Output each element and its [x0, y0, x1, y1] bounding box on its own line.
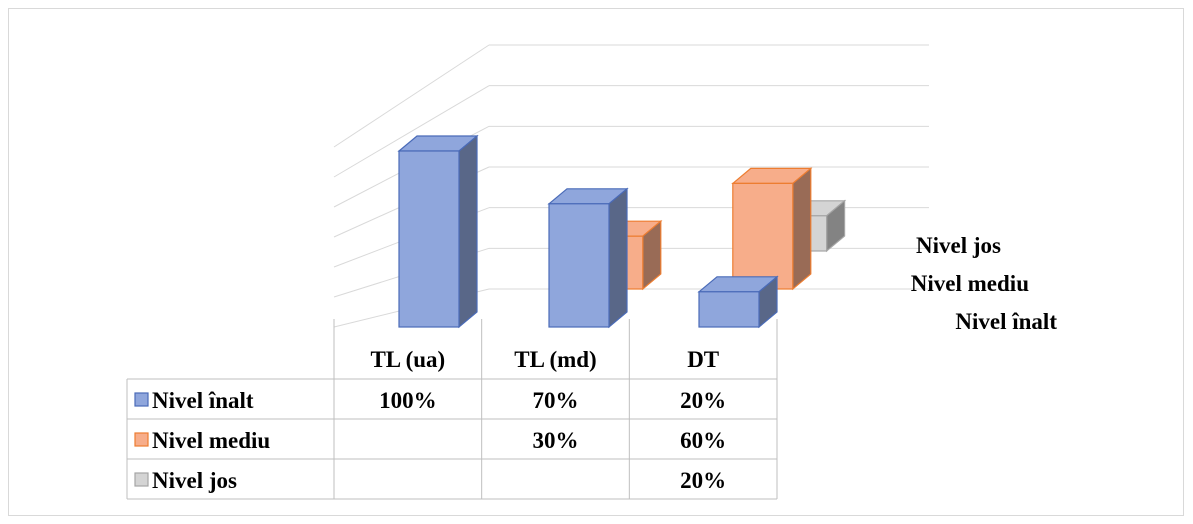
data-label-0-1: 70%: [533, 388, 579, 413]
bar-nivel-înalt-2: [697, 275, 779, 329]
data-label-1-2: 60%: [680, 428, 726, 453]
depth-label-0: Nivel înalt: [955, 309, 1057, 334]
chart-bars: [397, 134, 847, 329]
legend-key-0: [134, 392, 149, 407]
bar-nivel-înalt-0: [397, 134, 479, 329]
data-label-2-2: 20%: [680, 468, 726, 493]
bar-nivel-mediu-2: [731, 167, 813, 291]
depth-axis-labels: Nivel înalt Nivel mediu Nivel jos: [911, 233, 1058, 334]
category-label-0: TL (ua): [370, 347, 445, 372]
legend-label-1: Nivel mediu: [152, 428, 270, 453]
chart-frame: Nivel înalt Nivel mediu Nivel jos TL (ua) T…: [8, 8, 1184, 516]
gridline-left-wall: [333, 44, 490, 148]
legend-key-1: [134, 432, 149, 447]
legend-label-0: Nivel înalt: [152, 388, 254, 413]
legend-key-2: [134, 472, 149, 487]
gridline-left-wall: [333, 85, 490, 178]
data-label-1-1: 30%: [533, 428, 579, 453]
bar-nivel-înalt-1: [547, 187, 629, 329]
category-label-2: DT: [687, 347, 719, 372]
legend-label-2: Nivel jos: [152, 468, 237, 493]
data-label-0-2: 20%: [680, 388, 726, 413]
category-label-1: TL (md): [514, 347, 596, 372]
data-table: TL (ua) TL (md) DT Nivel înalt 100% 70% 20% Niv…: [126, 319, 778, 500]
data-label-0-0: 100%: [379, 388, 437, 413]
depth-label-1: Nivel mediu: [911, 271, 1029, 296]
depth-label-2: Nivel jos: [916, 233, 1001, 258]
